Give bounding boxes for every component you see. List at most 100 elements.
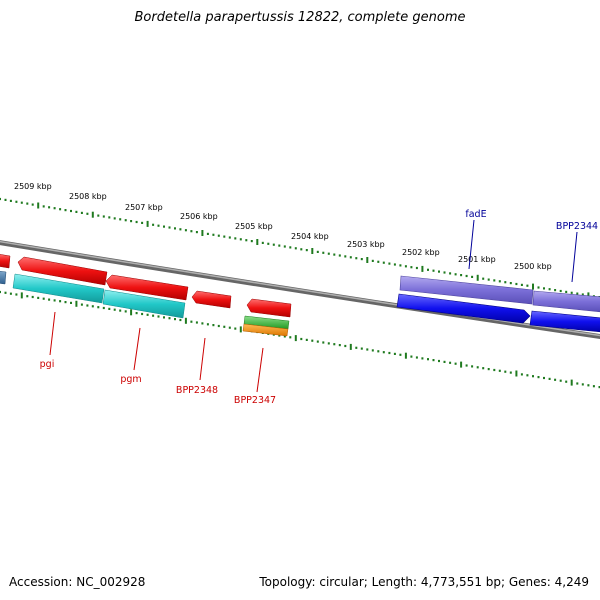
outer-ruler-minor-tick <box>86 212 89 215</box>
inner-ruler-minor-tick <box>195 321 198 324</box>
outer-ruler-minor-tick <box>102 215 105 218</box>
outer-ruler-minor-tick <box>520 283 523 286</box>
outer-ruler-minor-tick <box>377 260 380 263</box>
outer-ruler-minor-tick <box>371 259 374 262</box>
inner-ruler-minor-tick <box>289 336 292 339</box>
gene-BPP2347-orange[interactable] <box>242 323 289 337</box>
outer-ruler-minor-tick <box>360 258 363 261</box>
inner-ruler-minor-tick <box>0 290 1 294</box>
gene-BPP2348[interactable] <box>246 298 292 318</box>
label-BPP2348[interactable]: BPP2348 <box>176 385 218 396</box>
gene-pgm[interactable] <box>102 289 186 319</box>
kbp-label-2509: 2509 kbp <box>14 182 52 191</box>
gene-edge-left-steel[interactable] <box>0 270 7 285</box>
outer-ruler-minor-tick <box>487 278 490 281</box>
outer-ruler-minor-tick <box>228 236 231 239</box>
gene-red-1[interactable] <box>17 256 108 286</box>
inner-ruler-minor-tick <box>438 359 440 363</box>
inner-ruler-minor-tick <box>493 368 496 372</box>
label-BPP2347[interactable]: BPP2347 <box>234 395 276 406</box>
kbp-label-2504: 2504 kbp <box>291 232 329 241</box>
inner-ruler-minor-tick <box>476 366 479 369</box>
inner-ruler-minor-tick <box>223 325 226 328</box>
label-BPP2344[interactable]: BPP2344 <box>556 221 598 232</box>
inner-ruler-minor-tick <box>119 309 122 312</box>
gene-red-3[interactable] <box>191 290 232 309</box>
outer-ruler-minor-tick <box>289 246 292 249</box>
outer-ruler-minor-tick <box>26 202 29 205</box>
inner-ruler-major-tick <box>239 326 242 333</box>
inner-ruler-major-tick <box>184 317 187 324</box>
outer-ruler-major-tick <box>37 202 40 209</box>
outer-ruler-minor-tick <box>163 225 165 228</box>
outer-ruler-minor-tick <box>443 271 446 274</box>
inner-ruler-minor-tick <box>311 339 314 342</box>
gene-BPP2344[interactable] <box>532 290 600 313</box>
outer-ruler-major-tick <box>256 239 259 245</box>
gene-blue-2[interactable] <box>529 310 600 333</box>
inner-ruler-minor-tick <box>581 383 584 386</box>
outer-ruler-minor-tick <box>272 243 275 246</box>
outer-ruler-minor-tick <box>410 266 413 269</box>
outer-ruler-minor-tick <box>548 288 551 291</box>
leader-BPP2347 <box>256 347 264 393</box>
inner-ruler-minor-tick <box>152 314 155 317</box>
inner-ruler-minor-tick <box>113 308 116 311</box>
gene-edge-left-red[interactable] <box>0 254 11 269</box>
gene-blue-1[interactable] <box>396 293 531 324</box>
outer-ruler-minor-tick <box>9 199 12 202</box>
inner-ruler-minor-tick <box>102 306 105 310</box>
outer-ruler-minor-tick <box>113 217 116 220</box>
leader-BPP2344 <box>571 231 578 283</box>
outer-ruler-minor-tick <box>570 291 573 294</box>
inner-ruler-major-tick <box>404 352 407 359</box>
gene-label-leaders <box>49 219 578 393</box>
outer-ruler-minor-tick <box>399 264 402 267</box>
inner-ruler-minor-tick <box>576 382 579 385</box>
label-pgi[interactable]: pgi <box>40 359 55 370</box>
inner-ruler-minor-tick <box>388 351 391 355</box>
gene-red-2[interactable] <box>105 274 189 301</box>
outer-ruler-major-tick <box>421 265 424 272</box>
outer-ruler-minor-tick <box>245 239 248 242</box>
outer-ruler-minor-tick <box>388 262 391 265</box>
inner-ruler-minor-tick <box>327 342 330 345</box>
inner-ruler-minor-tick <box>228 326 231 329</box>
inner-ruler-minor-tick <box>454 362 457 365</box>
kbp-label-2507: 2507 kbp <box>125 203 163 212</box>
inner-ruler-minor-tick <box>9 292 12 295</box>
outer-ruler-minor-tick <box>130 220 133 223</box>
inner-ruler-minor-tick <box>48 298 51 301</box>
inner-ruler-minor-tick <box>26 295 29 298</box>
outer-ruler-minor-tick <box>0 197 1 201</box>
outer-ruler-minor-tick <box>206 232 209 235</box>
label-pgm[interactable]: pgm <box>120 374 141 385</box>
inner-ruler-minor-tick <box>70 301 72 304</box>
outer-ruler-minor-tick <box>42 205 45 208</box>
kbp-label-2500: 2500 kbp <box>514 262 552 271</box>
outer-ruler-minor-tick <box>338 254 341 257</box>
kbp-label-2501: 2501 kbp <box>458 255 496 264</box>
leader-pgm <box>133 327 141 371</box>
inner-ruler-minor-tick <box>174 318 176 321</box>
leader-BPP2348 <box>199 337 206 381</box>
outer-ruler-minor-tick <box>316 250 319 253</box>
outer-ruler-minor-tick <box>482 277 485 280</box>
inner-ruler-major-tick <box>75 300 78 307</box>
inner-ruler-minor-tick <box>371 349 374 352</box>
gene-fadE[interactable] <box>399 275 534 305</box>
inner-ruler-minor-tick <box>97 306 100 309</box>
outer-ruler-major-tick <box>366 257 369 263</box>
gene-labels: fadE BPP2344 pgi pgm BPP2348 BPP2347 <box>40 209 598 406</box>
inner-ruler-minor-tick <box>278 334 281 337</box>
inner-ruler-minor-tick <box>487 368 490 371</box>
inner-ruler-minor-tick <box>509 371 512 374</box>
outer-ruler-minor-tick <box>471 275 474 278</box>
label-fadE[interactable]: fadE <box>465 209 486 220</box>
outer-ruler-minor-tick <box>239 238 242 241</box>
outer-ruler-minor-tick <box>157 224 160 227</box>
outer-ruler-minor-tick <box>460 274 463 277</box>
inner-ruler-minor-tick <box>366 348 369 351</box>
gene-pgi[interactable] <box>12 273 105 304</box>
